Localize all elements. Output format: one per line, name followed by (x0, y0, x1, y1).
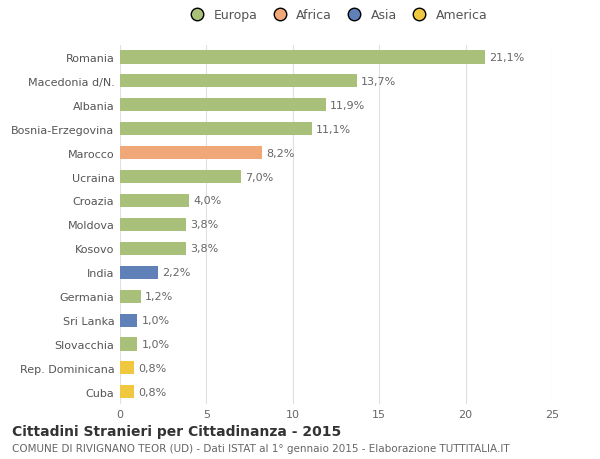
Text: 21,1%: 21,1% (489, 53, 524, 63)
Bar (120, 314, 137, 327)
Text: 1,0%: 1,0% (142, 315, 170, 325)
Text: 1,0%: 1,0% (142, 339, 170, 349)
Text: 8,2%: 8,2% (266, 148, 295, 158)
Text: 4,0%: 4,0% (193, 196, 221, 206)
Bar (120, 195, 189, 207)
Bar (120, 290, 141, 303)
Text: 7,0%: 7,0% (245, 172, 274, 182)
Text: 13,7%: 13,7% (361, 77, 397, 87)
Bar (120, 171, 241, 184)
Bar (120, 338, 137, 351)
Text: COMUNE DI RIVIGNANO TEOR (UD) - Dati ISTAT al 1° gennaio 2015 - Elaborazione TUT: COMUNE DI RIVIGNANO TEOR (UD) - Dati IST… (12, 443, 509, 453)
Text: 1,2%: 1,2% (145, 291, 173, 302)
Bar (120, 218, 185, 231)
Bar (120, 266, 158, 279)
Text: 3,8%: 3,8% (190, 220, 218, 230)
Text: Cittadini Stranieri per Cittadinanza - 2015: Cittadini Stranieri per Cittadinanza - 2… (12, 425, 341, 438)
Text: 11,9%: 11,9% (330, 101, 365, 111)
Bar (120, 51, 485, 64)
Bar (120, 147, 262, 160)
Bar (120, 386, 134, 398)
Text: 11,1%: 11,1% (316, 124, 351, 134)
Bar (120, 123, 312, 136)
Legend: Europa, Africa, Asia, America: Europa, Africa, Asia, America (185, 9, 487, 22)
Text: 0,8%: 0,8% (138, 363, 166, 373)
Bar (120, 242, 185, 255)
Text: 3,8%: 3,8% (190, 244, 218, 254)
Bar (120, 75, 357, 88)
Text: 0,8%: 0,8% (138, 387, 166, 397)
Bar (120, 362, 134, 375)
Bar (120, 99, 326, 112)
Text: 2,2%: 2,2% (163, 268, 191, 278)
